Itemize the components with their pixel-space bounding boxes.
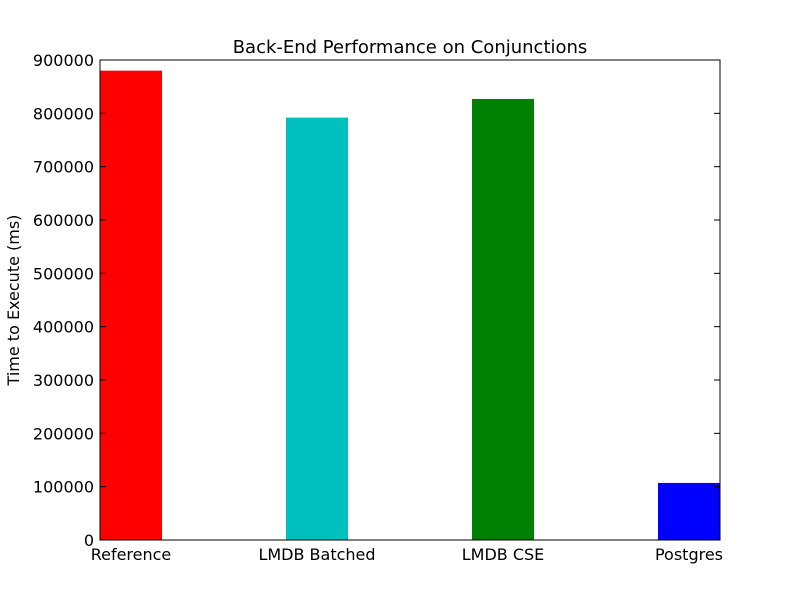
chart-title: Back-End Performance on Conjunctions (233, 37, 588, 58)
y-tick-label: 500000 (33, 264, 94, 283)
y-tick-label: 100000 (33, 478, 94, 497)
x-tick-label: LMDB Batched (258, 545, 375, 564)
ticks-group: Reference LMDB Batched LMDB CSE Postgres 0 10… (33, 51, 723, 564)
bar-reference (100, 70, 162, 541)
bar-postgres (658, 482, 720, 540)
x-tick-label: Reference (91, 545, 172, 564)
bar-lmdb-cse (472, 98, 534, 540)
y-tick-label: 200000 (33, 424, 94, 443)
y-axis-label: Time to Execute (ms) (4, 215, 23, 387)
bars-group (100, 70, 720, 541)
x-tick-label: LMDB CSE (462, 545, 545, 564)
bar-lmdb-batched (286, 117, 348, 540)
x-tick-label: Postgres (655, 545, 723, 564)
plot-frame (99, 59, 721, 541)
y-tick-label: 800000 (33, 104, 94, 123)
y-tick-label: 0 (84, 531, 94, 550)
y-tick-label: 400000 (33, 318, 94, 337)
y-tick-label: 700000 (33, 158, 94, 177)
y-tick-label: 900000 (33, 51, 94, 70)
y-tick-label: 600000 (33, 211, 94, 230)
y-tick-label: 300000 (33, 371, 94, 390)
